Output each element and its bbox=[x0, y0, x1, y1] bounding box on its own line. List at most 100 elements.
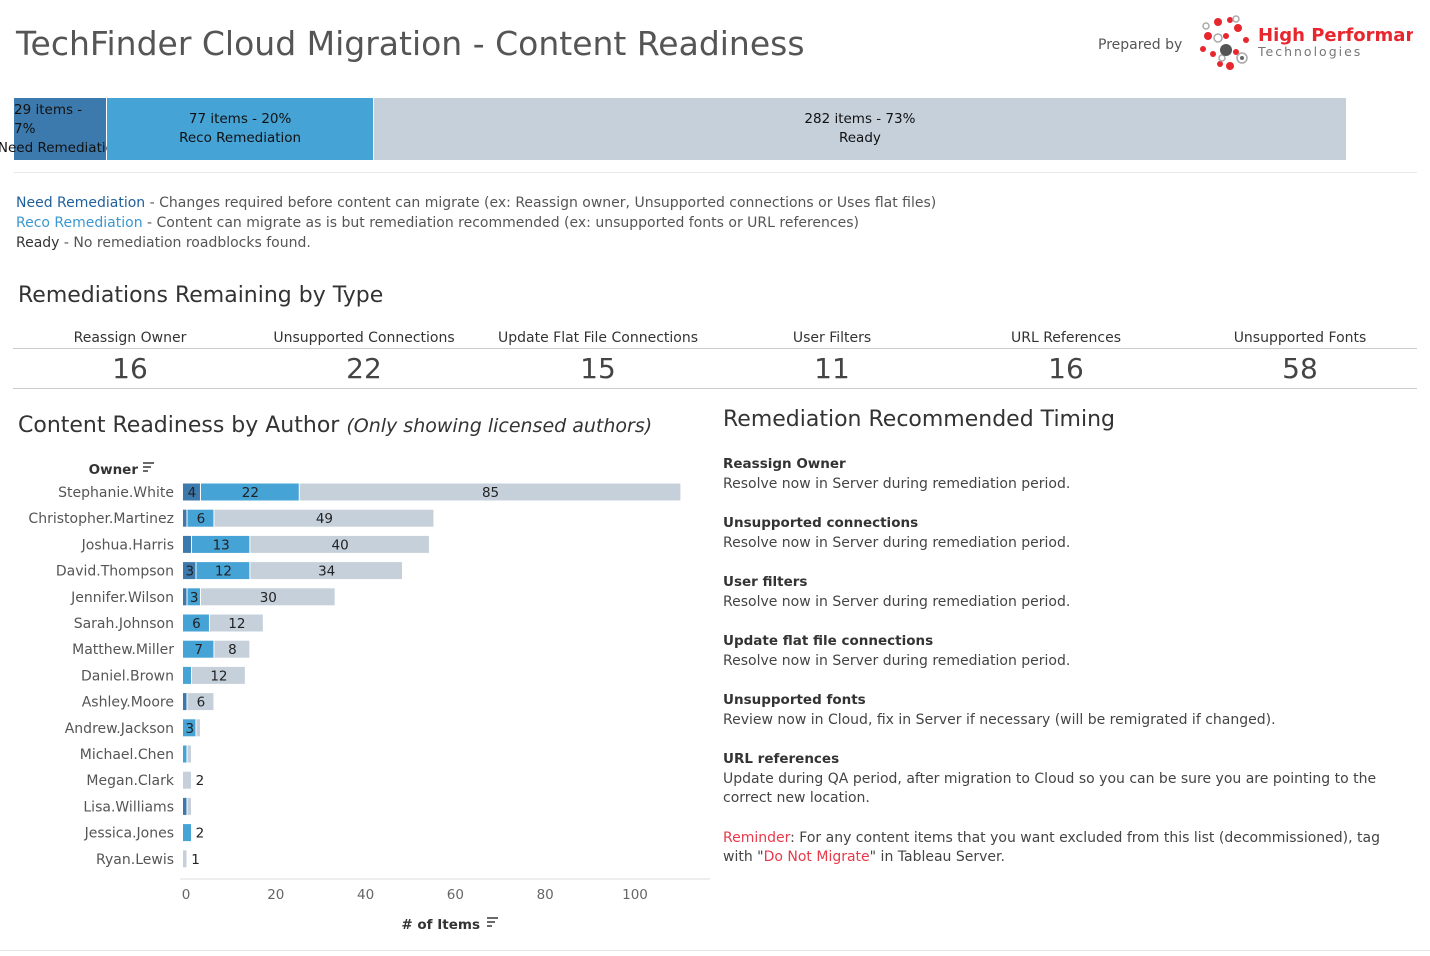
reminder-label: Reminder bbox=[723, 829, 791, 846]
timing-item-title: Update flat file connections bbox=[723, 633, 934, 649]
bar-ready[interactable] bbox=[214, 640, 250, 658]
bar-label: 40 bbox=[332, 537, 349, 553]
x-tick-label: 80 bbox=[537, 887, 554, 903]
legend-term: Ready bbox=[16, 235, 60, 251]
x-tick-label: 100 bbox=[622, 887, 648, 903]
bar-reco[interactable] bbox=[183, 824, 191, 842]
bar-label: 2 bbox=[196, 826, 205, 842]
bar-reco[interactable] bbox=[187, 588, 200, 606]
bar-ready[interactable] bbox=[214, 509, 434, 527]
bar-ready[interactable] bbox=[250, 535, 429, 553]
divider bbox=[14, 172, 1417, 173]
bar-label: 12 bbox=[215, 564, 232, 580]
bar-reco[interactable] bbox=[196, 562, 250, 580]
timing-item: User filters Resolve now in Server during… bbox=[723, 573, 1413, 612]
kpi-user-filters: User Filters 11 bbox=[715, 322, 949, 389]
bar-label: 8 bbox=[228, 642, 237, 658]
bar-reco[interactable] bbox=[183, 640, 214, 658]
bar-ready[interactable] bbox=[183, 771, 191, 789]
reminder: Reminder: For any content items that you… bbox=[723, 829, 1413, 868]
bar-ready[interactable] bbox=[183, 850, 187, 868]
bar-reco[interactable] bbox=[183, 719, 196, 737]
bar-label: 12 bbox=[228, 616, 245, 632]
category-label: Jessica.Jones bbox=[84, 826, 174, 842]
category-label: David.Thompson bbox=[56, 564, 174, 580]
bar-need[interactable] bbox=[183, 693, 187, 711]
bar-need[interactable] bbox=[183, 509, 187, 527]
chart-subtitle: (Only showing licensed authors) bbox=[346, 415, 653, 437]
summary-need-remediation[interactable]: 29 items - 7% Need Remediation bbox=[0, 98, 122, 160]
kpi-flat-file: Update Flat File Connections 15 bbox=[481, 322, 715, 389]
bar-ready[interactable] bbox=[187, 797, 191, 815]
reminder-end: " in Tableau Server. bbox=[869, 849, 1005, 865]
kpi-value: 22 bbox=[247, 349, 481, 389]
bar-label: 85 bbox=[482, 485, 499, 501]
bar-need[interactable] bbox=[183, 483, 200, 501]
bar-label: 3 bbox=[185, 721, 194, 737]
legend-need: Need Remediation - Changes required befo… bbox=[16, 193, 936, 213]
timing-item: Update flat file connections Resolve now … bbox=[723, 632, 1413, 671]
bar-ready[interactable] bbox=[209, 614, 263, 632]
bar-need[interactable] bbox=[183, 535, 191, 553]
category-label: Andrew.Jackson bbox=[65, 721, 174, 737]
sort-items-icon[interactable] bbox=[487, 917, 498, 927]
timing-list: Reassign Owner Resolve now in Server duri… bbox=[723, 455, 1413, 868]
bar-label: 49 bbox=[316, 511, 333, 527]
bar-ready[interactable] bbox=[187, 745, 191, 763]
bar-need[interactable] bbox=[183, 588, 187, 606]
bar-ready[interactable] bbox=[250, 562, 403, 580]
kpi-label: Update Flat File Connections bbox=[481, 322, 715, 349]
category-label: Christopher.Martinez bbox=[28, 511, 174, 527]
timing-title: Remediation Recommended Timing bbox=[723, 407, 1116, 432]
category-label: Lisa.Williams bbox=[83, 799, 174, 815]
legend-reco: Reco Remediation - Content can migrate a… bbox=[16, 213, 936, 233]
timing-item-desc: Resolve now in Server during remediation… bbox=[723, 652, 1071, 669]
kpi-value: 15 bbox=[481, 349, 715, 389]
bar-label: 4 bbox=[188, 485, 197, 501]
bar-label: 7 bbox=[194, 642, 203, 658]
bar-ready[interactable] bbox=[299, 483, 681, 501]
x-tick-label: 20 bbox=[267, 887, 284, 903]
bar-reco[interactable] bbox=[187, 509, 214, 527]
summary-reco-remediation[interactable]: 77 items - 20% Reco Remediation bbox=[107, 98, 374, 160]
timing-item-desc: Review now in Cloud, fix in Server if ne… bbox=[723, 711, 1276, 728]
timing-item-title: Reassign Owner bbox=[723, 456, 846, 472]
timing-item-desc: Resolve now in Server during remediation… bbox=[723, 475, 1071, 492]
bar-reco[interactable] bbox=[183, 666, 191, 684]
summary-ready[interactable]: 282 items - 73% Ready bbox=[373, 98, 1347, 160]
timing-item: URL references Update during QA period, a… bbox=[723, 750, 1413, 809]
bar-ready[interactable] bbox=[200, 588, 335, 606]
x-tick-label: 40 bbox=[357, 887, 374, 903]
ready-count: 282 items - 73% bbox=[804, 111, 916, 127]
page-title: TechFinder Cloud Migration - Content Rea… bbox=[16, 24, 805, 63]
category-label: Michael.Chen bbox=[80, 747, 174, 763]
bar-reco[interactable] bbox=[183, 745, 187, 763]
bar-reco[interactable] bbox=[191, 535, 250, 553]
timing-item-title: URL references bbox=[723, 751, 840, 767]
bar-label: 1 bbox=[191, 852, 200, 868]
timing-item: Reassign Owner Resolve now in Server duri… bbox=[723, 455, 1413, 494]
category-label: Matthew.Miller bbox=[72, 642, 174, 658]
timing-item-desc: Update during QA period, after migration… bbox=[723, 770, 1377, 807]
bar-label: 30 bbox=[260, 590, 277, 606]
bar-ready[interactable] bbox=[187, 693, 214, 711]
svg-text:High Performance: High Performance bbox=[1258, 25, 1413, 46]
kpi-value: 11 bbox=[715, 349, 949, 389]
bar-need[interactable] bbox=[183, 562, 196, 580]
divider bbox=[0, 950, 1430, 951]
need-label: Need Remediation bbox=[0, 139, 123, 156]
reminder-tag: Do Not Migrate bbox=[763, 849, 870, 865]
bar-label: 12 bbox=[210, 668, 227, 684]
timing-item-desc: Resolve now in Server during remediation… bbox=[723, 534, 1071, 551]
bar-need[interactable] bbox=[183, 797, 187, 815]
sort-owner-icon[interactable] bbox=[143, 462, 154, 472]
bar-reco[interactable] bbox=[200, 483, 299, 501]
bar-ready[interactable] bbox=[196, 719, 200, 737]
legend-desc: - Content can migrate as is but remediat… bbox=[142, 215, 859, 231]
bar-ready[interactable] bbox=[191, 666, 245, 684]
bar-label: 6 bbox=[197, 511, 206, 527]
ready-label: Ready bbox=[838, 130, 881, 146]
kpi-unsupported-fonts: Unsupported Fonts 58 bbox=[1183, 322, 1417, 389]
bar-reco[interactable] bbox=[183, 614, 209, 632]
